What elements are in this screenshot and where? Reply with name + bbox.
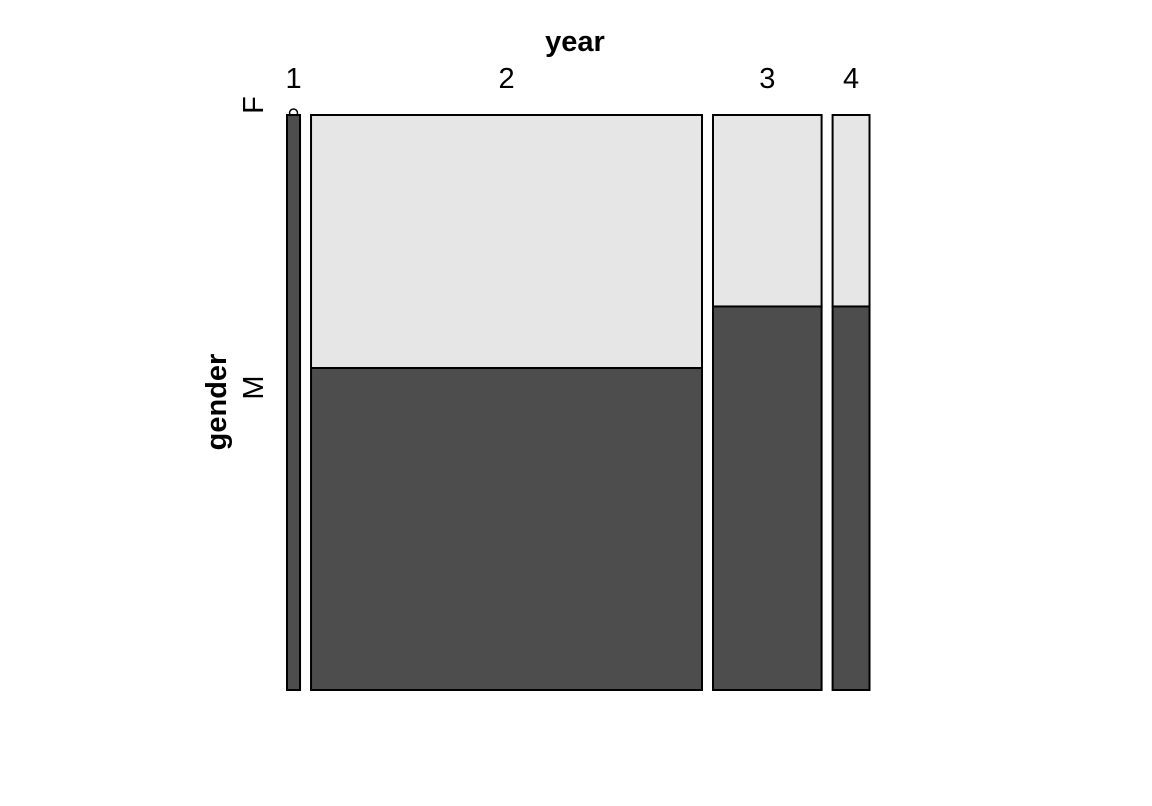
y-axis-title: gender xyxy=(201,354,233,451)
tile-year-2-F xyxy=(310,114,703,369)
y-tick-label: F xyxy=(238,96,270,114)
tile-year-2-M xyxy=(310,367,703,691)
x-axis-title: year xyxy=(545,26,605,58)
x-tick-labels: 1 2 3 4 xyxy=(285,63,859,95)
x-tick-label: 3 xyxy=(759,63,775,95)
tile-year-3-M xyxy=(711,305,823,691)
tile-year-3-F xyxy=(711,114,823,308)
tile-year-4-M xyxy=(831,305,871,691)
x-tick-label: 1 xyxy=(285,63,301,95)
tile-year-1-M xyxy=(286,114,302,691)
tile-year-4-F xyxy=(831,114,871,308)
y-tick-labels: FM xyxy=(238,96,270,399)
x-tick-label: 2 xyxy=(498,63,514,95)
x-tick-label: 4 xyxy=(843,63,859,95)
y-tick-label: M xyxy=(238,375,270,399)
mosaic-tiles xyxy=(286,108,871,691)
